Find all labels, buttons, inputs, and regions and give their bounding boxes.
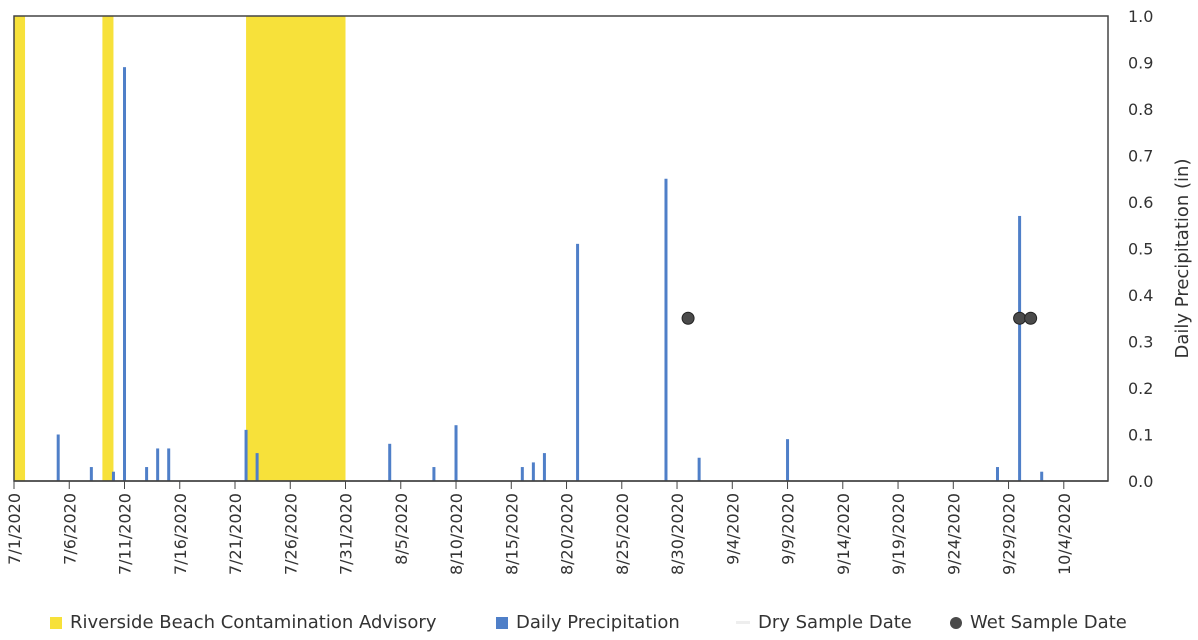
- x-tick-label: 9/9/2020: [779, 493, 798, 565]
- x-tick-label: 7/1/2020: [5, 493, 24, 565]
- x-tick-label: 9/24/2020: [944, 493, 963, 575]
- wet-sample-marker: [681, 311, 695, 325]
- y-tick-label: 0.0: [1128, 472, 1153, 491]
- precipitation-bar: [454, 425, 458, 481]
- precipitation-bar: [388, 443, 392, 481]
- x-tick-label: 8/15/2020: [502, 493, 521, 575]
- y-axis-title: Daily Precipitation (in): [1172, 159, 1193, 359]
- legend-label-precipitation: Daily Precipitation: [516, 612, 680, 633]
- y-axis-ticks: 0.0 0.1 0.2 0.3 0.4 0.5 0.6 0.7 0.8 0.9 1.0: [1128, 7, 1153, 491]
- y-tick-label: 1.0: [1128, 7, 1153, 26]
- advisory-band: [14, 16, 26, 481]
- x-tick-label: 8/25/2020: [613, 493, 632, 575]
- y-tick-label: 0.1: [1128, 426, 1153, 445]
- precipitation-bar: [56, 434, 60, 481]
- y-tick-label: 0.7: [1128, 147, 1153, 166]
- x-tick-label: 9/14/2020: [834, 493, 853, 575]
- x-tick-label: 9/4/2020: [723, 493, 742, 565]
- precipitation-bar: [531, 462, 535, 481]
- x-axis-ticks: 7/1/2020 7/6/2020 7/11/2020 7/16/2020 7/21/2…: [5, 481, 1074, 575]
- precipitation-bar: [576, 243, 580, 481]
- precipitation-bar: [89, 467, 93, 481]
- precipitation-bar: [1018, 215, 1022, 481]
- x-tick-label: 8/10/2020: [447, 493, 466, 575]
- y-tick-label: 0.9: [1128, 54, 1153, 73]
- y-tick-label: 0.4: [1128, 286, 1153, 305]
- y-tick-label: 0.8: [1128, 100, 1153, 119]
- legend-label-wet-sample: Wet Sample Date: [970, 612, 1127, 633]
- precipitation-chart: 7/1/2020 7/6/2020 7/11/2020 7/16/2020 7/21/2…: [5, 7, 1193, 575]
- legend-item-advisory: Riverside Beach Contamination Advisory: [50, 612, 437, 633]
- x-tick-label: 7/11/2020: [116, 493, 135, 575]
- precipitation-bar: [664, 178, 668, 481]
- precipitation-bar: [244, 429, 248, 481]
- precipitation-bar: [432, 467, 436, 481]
- precipitation-bar: [1040, 471, 1044, 481]
- advisory-bands: [14, 16, 346, 481]
- precipitation-bar: [167, 448, 171, 481]
- x-tick-label: 7/26/2020: [281, 493, 300, 575]
- y-tick-label: 0.6: [1128, 193, 1153, 212]
- legend-label-advisory: Riverside Beach Contamination Advisory: [70, 612, 437, 633]
- x-tick-label: 10/4/2020: [1055, 493, 1074, 575]
- precipitation-bar: [520, 467, 524, 481]
- dry-sample-swatch-icon: [736, 621, 750, 624]
- legend-label-dry-sample: Dry Sample Date: [758, 612, 912, 633]
- precipitation-bar: [786, 439, 790, 481]
- advisory-swatch-icon: [50, 616, 62, 629]
- wet-sample-swatch-icon: [950, 616, 962, 629]
- chart-legend: Riverside Beach Contamination Advisory D…: [40, 612, 1190, 638]
- x-tick-label: 7/31/2020: [337, 493, 356, 575]
- x-tick-label: 7/6/2020: [60, 493, 79, 565]
- precipitation-bar: [145, 467, 149, 481]
- legend-item-dry-sample: Dry Sample Date: [736, 612, 912, 633]
- x-tick-label: 8/20/2020: [558, 493, 577, 575]
- y-tick-label: 0.2: [1128, 379, 1153, 398]
- precipitation-bar: [111, 471, 115, 481]
- y-tick-label: 0.3: [1128, 333, 1153, 352]
- legend-item-precipitation: Daily Precipitation: [496, 612, 680, 633]
- wet-sample-marker: [1024, 311, 1038, 325]
- x-tick-label: 7/21/2020: [226, 493, 245, 575]
- precipitation-swatch-icon: [496, 616, 508, 629]
- wet-sample-markers: [681, 311, 1038, 325]
- precipitation-bar: [995, 467, 999, 481]
- y-tick-label: 0.5: [1128, 240, 1153, 259]
- precipitation-bar: [123, 67, 127, 482]
- x-tick-label: 9/19/2020: [889, 493, 908, 575]
- legend-item-wet-sample: Wet Sample Date: [950, 612, 1127, 633]
- precipitation-bar: [156, 448, 160, 481]
- x-tick-label: 7/16/2020: [171, 493, 190, 575]
- precipitation-bars: [56, 67, 1044, 482]
- precipitation-bar: [697, 457, 701, 481]
- wet-sample-marker: [1013, 311, 1027, 325]
- x-tick-label: 9/29/2020: [1000, 493, 1019, 575]
- precipitation-bar: [255, 453, 259, 481]
- x-tick-label: 8/5/2020: [392, 493, 411, 565]
- advisory-band: [102, 16, 114, 481]
- advisory-band: [246, 16, 346, 481]
- x-tick-label: 8/30/2020: [668, 493, 687, 575]
- plot-frame: [13, 15, 1109, 482]
- precipitation-bar: [542, 453, 546, 481]
